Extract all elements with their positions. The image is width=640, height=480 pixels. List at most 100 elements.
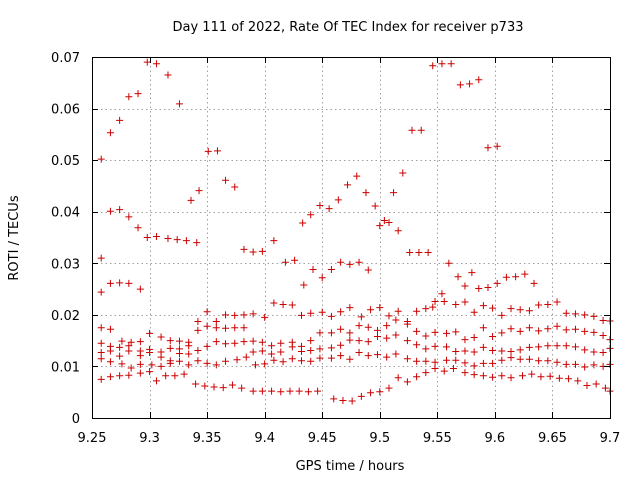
data-point (461, 282, 469, 290)
data-point (125, 371, 133, 379)
data-point (489, 304, 497, 312)
data-point (97, 355, 105, 363)
data-point (299, 219, 307, 227)
y-tick-label: 0.07 (51, 51, 80, 66)
data-point (583, 382, 591, 390)
data-point (537, 373, 545, 381)
data-point (498, 372, 506, 380)
data-point (590, 328, 598, 336)
data-point (116, 343, 124, 351)
data-point (307, 337, 315, 345)
data-point (399, 169, 407, 177)
y-axis-ticks: 0 0.01 0.02 0.03 0.04 0.05 0.06 0.07 (51, 51, 610, 427)
data-point (452, 347, 460, 355)
x-tick-label: 9.7 (600, 431, 621, 446)
data-point (213, 147, 221, 155)
data-point (493, 142, 501, 150)
data-point (125, 213, 133, 221)
data-point (519, 372, 527, 380)
data-point (231, 311, 239, 319)
x-tick-label: 9.35 (193, 431, 222, 446)
data-point (530, 279, 538, 287)
data-point (371, 202, 379, 210)
data-point (581, 311, 589, 319)
data-point (134, 90, 142, 98)
data-point (327, 344, 335, 352)
data-point (261, 313, 269, 321)
data-point (383, 322, 391, 330)
data-point (212, 318, 220, 326)
data-point (116, 372, 124, 380)
data-point (445, 259, 453, 267)
data-point (346, 260, 354, 268)
data-point (157, 362, 165, 370)
data-point (512, 273, 520, 281)
data-point (314, 387, 322, 395)
data-point (525, 343, 533, 351)
data-point (406, 248, 414, 256)
data-point (447, 60, 455, 68)
data-point (249, 310, 257, 318)
data-point (233, 356, 241, 364)
data-point (339, 396, 347, 404)
data-point (136, 352, 144, 360)
data-point (106, 207, 114, 215)
data-point (249, 387, 257, 395)
data-point (571, 310, 579, 318)
data-point (304, 388, 312, 396)
data-point (152, 60, 160, 68)
data-point (258, 347, 266, 355)
data-point (535, 343, 543, 351)
y-tick-label: 0 (72, 412, 80, 427)
data-point (599, 349, 607, 357)
data-point (116, 352, 124, 360)
data-point (553, 358, 561, 366)
data-point (127, 338, 135, 346)
data-point (592, 380, 600, 388)
data-point (383, 334, 391, 342)
data-point (249, 348, 257, 356)
data-point (166, 344, 174, 352)
data-point (355, 349, 363, 357)
data-point (125, 93, 133, 101)
data-point (601, 384, 609, 392)
data-point (175, 357, 183, 365)
data-point (507, 305, 515, 313)
data-point (355, 258, 363, 266)
data-point (116, 206, 124, 214)
data-point (521, 270, 529, 278)
data-point (212, 324, 220, 332)
data-point (157, 333, 165, 341)
data-point (475, 285, 483, 293)
data-point (574, 377, 582, 385)
data-point (440, 297, 448, 305)
data-point (516, 327, 524, 335)
data-point (346, 336, 354, 344)
data-point (571, 360, 579, 368)
data-point (210, 383, 218, 391)
y-tick-label: 0.04 (51, 206, 80, 221)
data-point (346, 355, 354, 363)
data-point (118, 337, 126, 345)
data-point (484, 144, 492, 152)
data-point (249, 248, 257, 256)
data-point (258, 338, 266, 346)
data-point (204, 147, 212, 155)
data-point (373, 326, 381, 334)
data-point (553, 322, 561, 330)
data-point (590, 312, 598, 320)
data-point (413, 327, 421, 335)
data-point (422, 332, 430, 340)
data-point (106, 358, 114, 366)
data-point (240, 338, 248, 346)
data-point (348, 397, 356, 405)
data-point (357, 313, 365, 321)
data-point (279, 301, 287, 309)
data-point (279, 358, 287, 366)
data-point (385, 219, 393, 227)
data-point (489, 346, 497, 354)
data-point (599, 317, 607, 325)
data-point (97, 349, 105, 357)
data-point (143, 234, 151, 241)
data-point (242, 353, 250, 361)
